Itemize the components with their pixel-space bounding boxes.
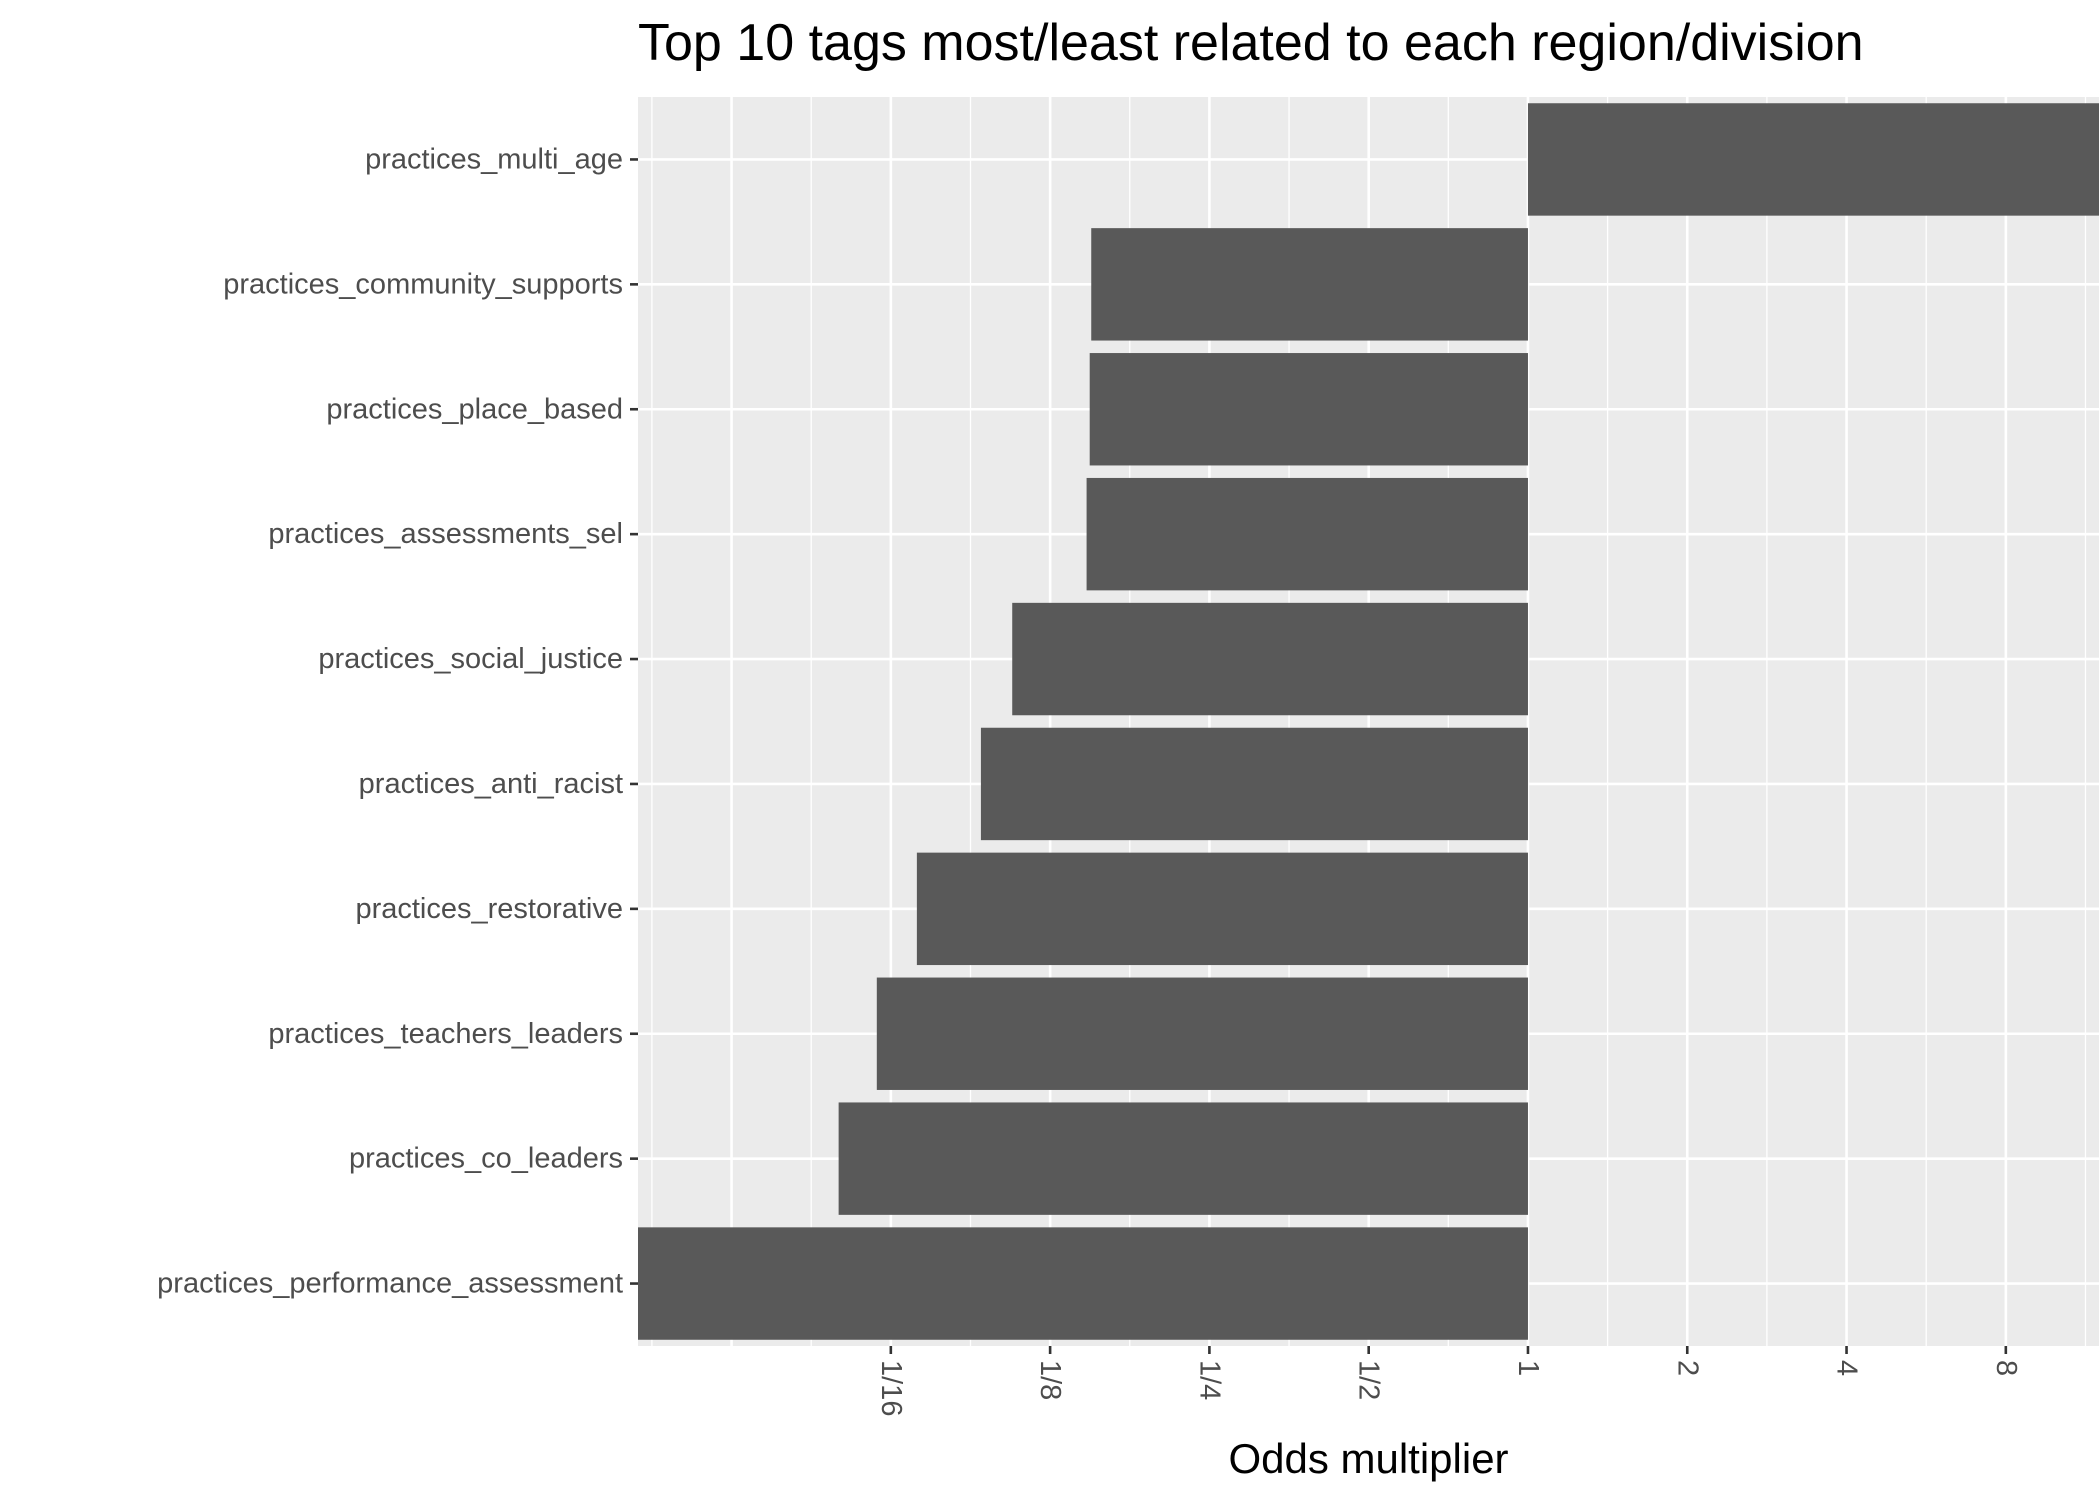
x-tick-label: 1/16 <box>875 1360 907 1416</box>
minor-gridlines <box>651 97 2087 1346</box>
x-tick-label: 1 <box>1512 1360 1544 1376</box>
chart-title: Top 10 tags most/least related to each r… <box>638 14 1864 72</box>
y-tick-label: practices_place_based <box>326 393 623 425</box>
x-tick-label: 8 <box>1990 1360 2022 1376</box>
bar-practices-performance-assessment <box>638 1227 1528 1340</box>
bar-practices-assessments-sel <box>1086 477 1528 591</box>
x-axis: 1/16 1/8 1/4 1/2 1 2 4 8 <box>875 1346 2022 1416</box>
x-tick-label: 1/2 <box>1353 1360 1385 1400</box>
y-tick-label: practices_community_supports <box>223 268 623 300</box>
x-tick-label: 1/8 <box>1034 1360 1066 1400</box>
bar-practices-restorative <box>916 852 1528 966</box>
y-tick-label: practices_social_justice <box>318 643 623 675</box>
bar-practices-anti-racist <box>980 727 1528 841</box>
bars-group <box>638 103 2099 1340</box>
y-tick-label: practices_performance_assessment <box>157 1268 623 1300</box>
y-tick-label: practices_anti_racist <box>359 768 623 800</box>
bar-practices-teachers-leaders <box>876 977 1528 1090</box>
x-tick-label: 4 <box>1831 1360 1863 1376</box>
x-tick-label: 1/4 <box>1193 1360 1225 1400</box>
bar-practices-place-based <box>1089 353 1528 466</box>
bar-practices-community-supports <box>1091 228 1528 341</box>
bar-practices-multi-age <box>1527 103 2099 216</box>
y-tick-label: practices_multi_age <box>365 143 623 175</box>
y-tick-label: practices_teachers_leaders <box>268 1018 623 1050</box>
y-axis: practices_multi_age practices_community_s… <box>157 143 638 1300</box>
y-tick-label: practices_co_leaders <box>349 1143 623 1175</box>
bar-practices-co-leaders <box>838 1102 1528 1215</box>
x-axis-title: Odds multiplier <box>1228 1435 1508 1482</box>
bar-practices-social-justice <box>1012 602 1528 716</box>
y-tick-label: practices_assessments_sel <box>268 518 623 550</box>
y-tick-label: practices_restorative <box>355 893 623 925</box>
x-tick-label: 2 <box>1671 1360 1703 1376</box>
